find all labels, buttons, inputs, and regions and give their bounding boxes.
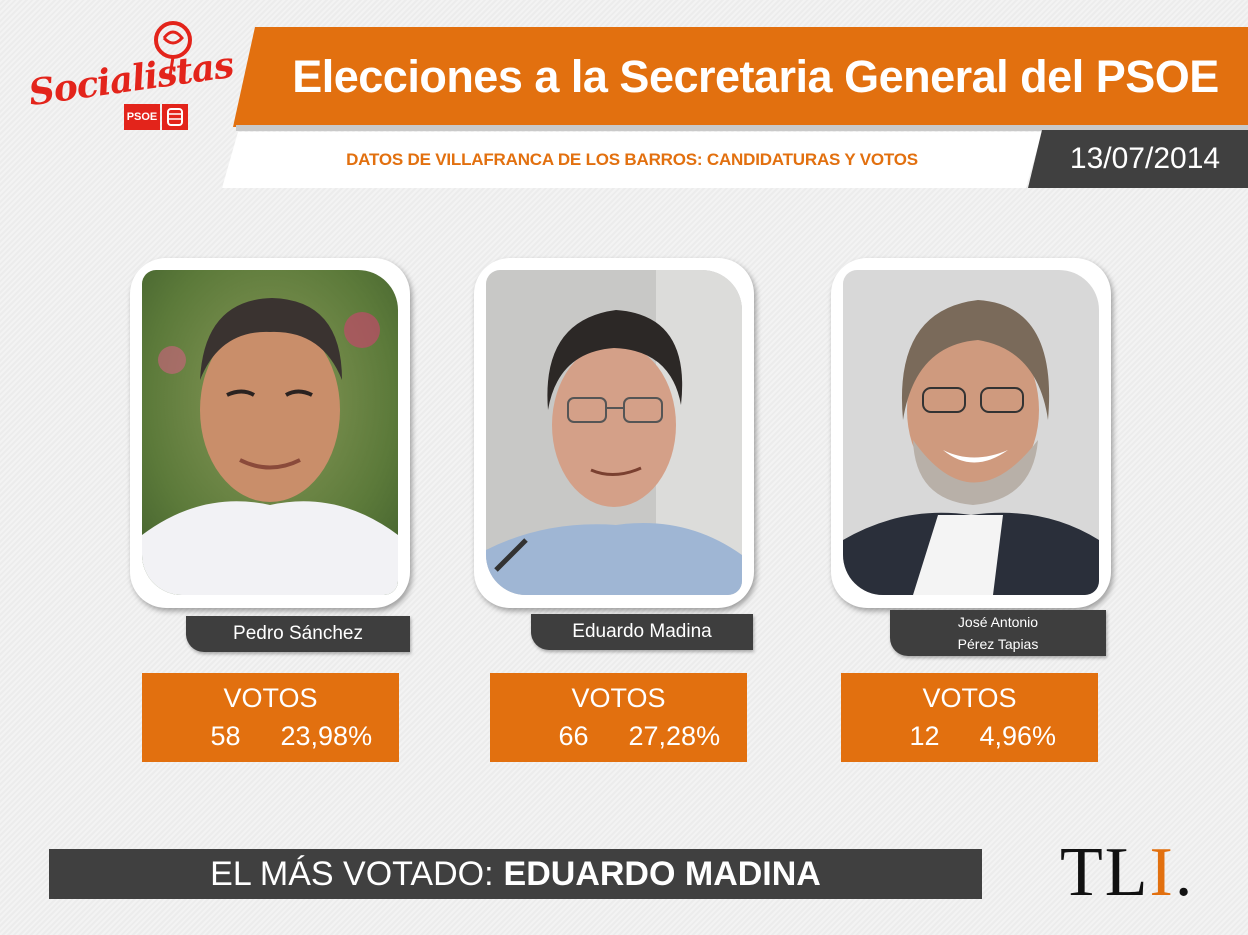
fist-icon <box>162 104 188 130</box>
page-title: Elecciones a la Secretaria General del P… <box>292 51 1219 102</box>
votes-percent: 23,98% <box>280 721 373 751</box>
candidate-photo-frame <box>831 258 1111 608</box>
date-box: 13/07/2014 <box>1028 130 1248 188</box>
candidate-photo-frame <box>474 258 754 608</box>
votes-percent: 4,96% <box>979 721 1057 751</box>
candidate-name-line2: Pérez Tapias <box>957 636 1039 652</box>
candidate-name: José Antonio Pérez Tapias <box>890 610 1106 656</box>
psoe-badge: PSOE <box>124 104 160 130</box>
votes-count: 66 <box>558 721 589 751</box>
candidate-photo <box>843 270 1099 595</box>
winner-bar: EL MÁS VOTADO: EDUARDO MADINA <box>49 849 982 899</box>
votes-label: VOTOS <box>223 683 318 713</box>
tli-logo-i: I <box>1149 834 1175 911</box>
winner-label: EL MÁS VOTADO: <box>210 854 494 893</box>
votes-box: VOTOS 66 27,28% <box>490 673 747 762</box>
candidate-photo <box>486 270 742 595</box>
title-shadow <box>236 125 1248 131</box>
votes-percent: 27,28% <box>628 721 721 751</box>
votes-row: 12 4,96% <box>841 721 1098 752</box>
rose-icon <box>154 21 192 77</box>
socialistas-logo: Socialistas PSOE <box>26 18 236 138</box>
candidate-name-line1: José Antonio <box>957 614 1039 630</box>
candidate-photo-frame <box>130 258 410 608</box>
subtitle-bar: DATOS DE VILLAFRANCA DE LOS BARROS: CAND… <box>222 132 1042 188</box>
subtitle: DATOS DE VILLAFRANCA DE LOS BARROS: CAND… <box>346 150 918 169</box>
winner-name: EDUARDO MADINA <box>503 854 821 893</box>
tli-logo: TLI. <box>1060 838 1194 908</box>
title-banner: Elecciones a la Secretaria General del P… <box>233 27 1248 127</box>
votes-label: VOTOS <box>571 683 666 713</box>
votes-count: 12 <box>909 721 940 751</box>
votes-count: 58 <box>210 721 241 751</box>
votes-label: VOTOS <box>922 683 1017 713</box>
votes-row: 66 27,28% <box>490 721 747 752</box>
candidate-name: Eduardo Madina <box>531 614 753 650</box>
votes-box: VOTOS 58 23,98% <box>142 673 399 762</box>
votes-row: 58 23,98% <box>142 721 399 752</box>
candidate-name: Pedro Sánchez <box>186 616 410 652</box>
candidate-photo <box>142 270 398 595</box>
date: 13/07/2014 <box>1069 142 1221 175</box>
tli-logo-tl: TL <box>1060 834 1150 911</box>
tli-logo-dot: . <box>1174 834 1195 911</box>
votes-box: VOTOS 12 4,96% <box>841 673 1098 762</box>
